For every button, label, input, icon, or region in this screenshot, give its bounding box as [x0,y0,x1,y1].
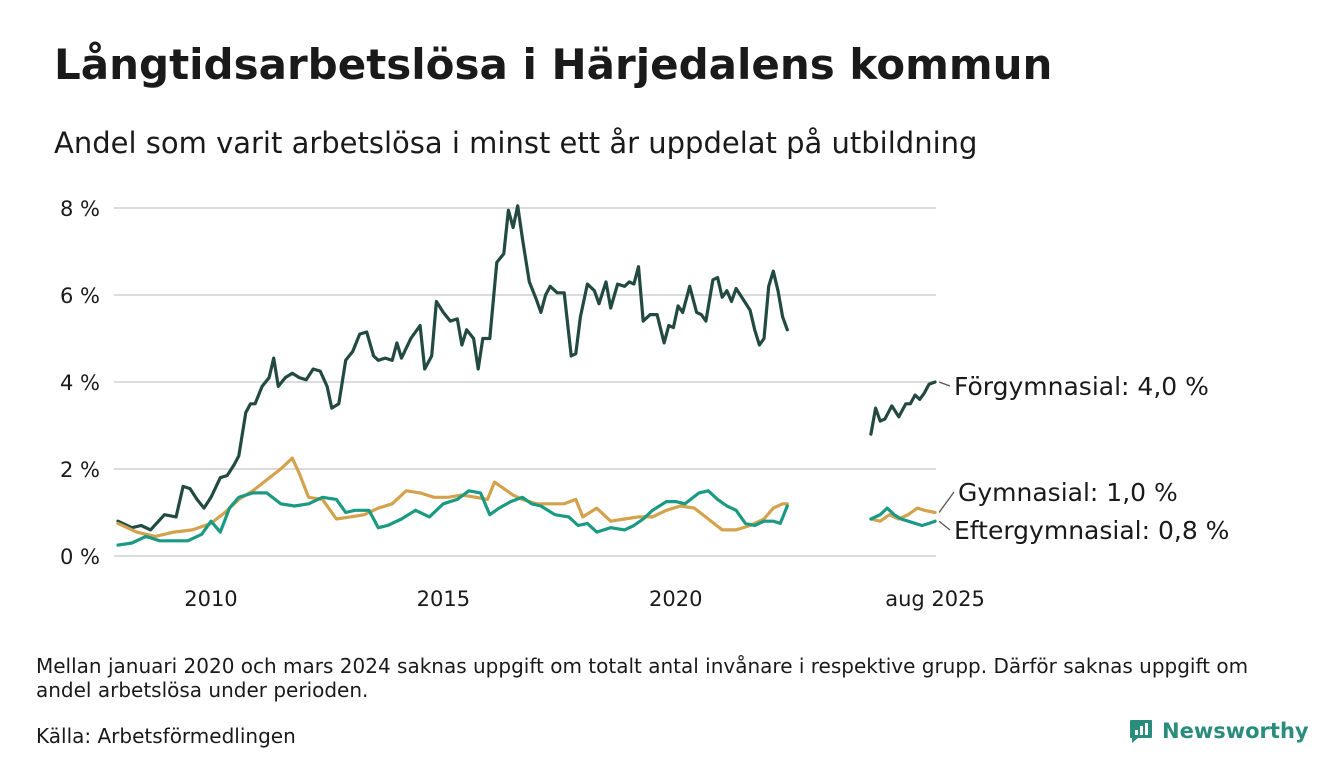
series-line-gymnasial [869,506,937,523]
end-label-gymnasial: Gymnasial: 1,0 % [958,478,1178,507]
brand-name: Newsworthy [1162,719,1309,743]
series-lines [116,204,937,547]
x-axis-ticks: 2010 2015 2020 aug 2025 [184,587,985,611]
x-tick-label: 2015 [417,587,470,611]
series-line-eftergymnasial [869,506,937,528]
series-line-förgymnasial [116,204,789,532]
brand-logo[interactable]: Newsworthy [1128,718,1309,744]
chart-subtitle: Andel som varit arbetslösa i minst ett å… [54,126,978,160]
source-credit: Källa: Arbetsförmedlingen [36,724,296,748]
chart-title: Långtidsarbetslösa i Härjedalens kommun [54,40,1053,89]
y-tick-label: 6 % [60,284,100,308]
end-labels: Förgymnasial: 4,0 % Gymnasial: 1,0 % Efter… [938,372,1229,545]
end-label-leader [938,381,951,387]
x-tick-label: 2010 [184,587,237,611]
y-axis-ticks: 0 % 2 % 4 % 6 % 8 % [60,197,100,569]
series-line-förgymnasial [869,380,937,436]
y-tick-label: 4 % [60,371,100,395]
end-label-leader [938,520,951,531]
newsworthy-logo-icon [1130,720,1152,743]
y-tick-label: 8 % [60,197,100,221]
gridlines [114,207,936,557]
y-tick-label: 2 % [60,458,100,482]
end-label-leader [938,491,955,513]
x-tick-label: aug 2025 [885,587,985,611]
y-tick-label: 0 % [60,545,100,569]
series-line-eftergymnasial [116,489,789,547]
x-tick-label: 2020 [649,587,702,611]
footnote: Mellan januari 2020 och mars 2024 saknas… [36,654,1249,702]
line-chart: 0 % 2 % 4 % 6 % 8 % 2010 2015 2020 aug 2025 För… [60,197,1229,611]
end-label-förgymnasial: Förgymnasial: 4,0 % [954,372,1209,401]
end-label-eftergymnasial: Eftergymnasial: 0,8 % [954,516,1229,545]
